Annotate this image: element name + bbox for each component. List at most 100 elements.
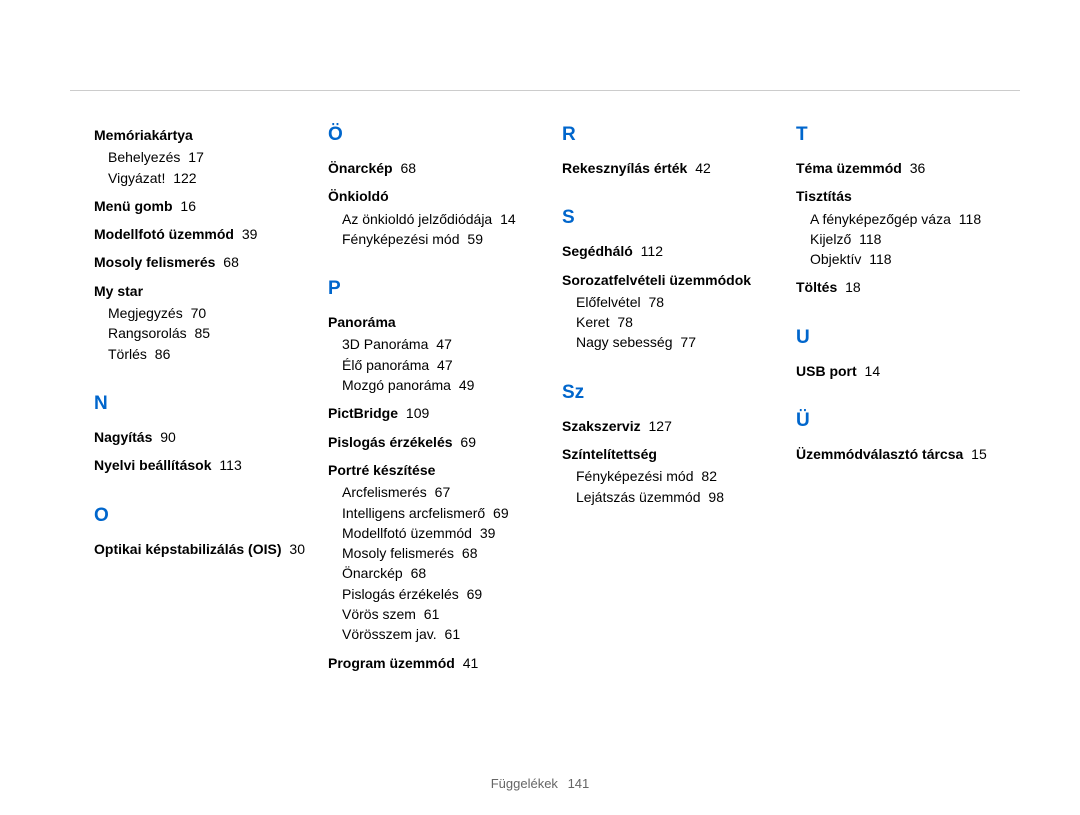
index-subentry: Vigyázat! 122 bbox=[108, 168, 318, 188]
index-subentries: Megjegyzés 70Rangsorolás 85Törlés 86 bbox=[108, 303, 318, 364]
section-letter: Ö bbox=[328, 125, 552, 144]
page-ref: 68 bbox=[407, 565, 426, 581]
page-ref: 68 bbox=[397, 160, 416, 176]
page-ref: 36 bbox=[906, 160, 925, 176]
index-subentry: Fényképezési mód 59 bbox=[342, 229, 552, 249]
page-ref: 67 bbox=[431, 484, 450, 500]
page-ref: 112 bbox=[637, 243, 663, 259]
index-term: Tisztítás bbox=[796, 186, 1020, 206]
index-subentry: Rangsorolás 85 bbox=[108, 323, 318, 343]
page-ref: 42 bbox=[691, 160, 710, 176]
index-term: USB port 14 bbox=[796, 361, 1020, 381]
page-ref: 69 bbox=[457, 434, 476, 450]
page-ref: 61 bbox=[441, 626, 460, 642]
index-subentries: Fényképezési mód 82Lejátszás üzemmód 98 bbox=[576, 466, 786, 507]
page-footer: Függelékek 141 bbox=[0, 776, 1080, 791]
page-ref: 118 bbox=[855, 231, 881, 247]
index-term: Szakszerviz 127 bbox=[562, 416, 786, 436]
index-term: PictBridge 109 bbox=[328, 403, 552, 423]
index-subentry: Lejátszás üzemmód 98 bbox=[576, 487, 786, 507]
index-subentry: Mozgó panoráma 49 bbox=[342, 375, 552, 395]
page-ref: 118 bbox=[955, 211, 981, 227]
page-ref: 47 bbox=[432, 336, 451, 352]
index-term: Töltés 18 bbox=[796, 277, 1020, 297]
index-entry: My starMegjegyzés 70Rangsorolás 85Törlés… bbox=[94, 281, 318, 364]
top-rule bbox=[70, 90, 1020, 91]
page-ref: 85 bbox=[191, 325, 210, 341]
index-entry: SzíntelítettségFényképezési mód 82Lejáts… bbox=[562, 444, 786, 507]
index-subentries: Az önkioldó jelződiódája 14Fényképezési … bbox=[342, 209, 552, 250]
index-subentry: Pislogás érzékelés 69 bbox=[342, 584, 552, 604]
page-ref: 109 bbox=[402, 405, 429, 421]
index-term: Segédháló 112 bbox=[562, 241, 786, 261]
section-letter: N bbox=[94, 394, 318, 413]
page-ref: 59 bbox=[464, 231, 483, 247]
index-term: Önarckép 68 bbox=[328, 158, 552, 178]
index-term: Menü gomb 16 bbox=[94, 196, 318, 216]
index-term: My star bbox=[94, 281, 318, 301]
index-subentries: Behelyezés 17Vigyázat! 122 bbox=[108, 147, 318, 188]
page-ref: 69 bbox=[463, 586, 482, 602]
page-ref: 18 bbox=[841, 279, 860, 295]
page-ref: 118 bbox=[865, 251, 891, 267]
index-subentry: Az önkioldó jelződiódája 14 bbox=[342, 209, 552, 229]
section-letter: P bbox=[328, 279, 552, 298]
index-term: Panoráma bbox=[328, 312, 552, 332]
index-subentry: Modellfotó üzemmód 39 bbox=[342, 523, 552, 543]
page-ref: 68 bbox=[219, 254, 238, 270]
page-ref: 127 bbox=[645, 418, 672, 434]
index-term: Optikai képstabilizálás (OIS) 30 bbox=[94, 539, 318, 559]
index-entry: Téma üzemmód 36 bbox=[796, 158, 1020, 178]
index-subentries: Előfelvétel 78Keret 78Nagy sebesség 77 bbox=[576, 292, 786, 353]
page-ref: 14 bbox=[861, 363, 880, 379]
index-subentries: Arcfelismerés 67Intelligens arcfelismerő… bbox=[342, 482, 552, 644]
index-entry: Szakszerviz 127 bbox=[562, 416, 786, 436]
section-letter: U bbox=[796, 328, 1020, 347]
page-ref: 90 bbox=[156, 429, 175, 445]
index-entry: Töltés 18 bbox=[796, 277, 1020, 297]
index-subentry: Intelligens arcfelismerő 69 bbox=[342, 503, 552, 523]
index-subentry: Előfelvétel 78 bbox=[576, 292, 786, 312]
index-column: Ö Önarckép 68 Önkioldó Az önkioldó jelződió… bbox=[328, 125, 562, 681]
page-ref: 98 bbox=[705, 489, 724, 505]
index-entry: Üzemmódválasztó tárcsa 15 bbox=[796, 444, 1020, 464]
index-column: TTéma üzemmód 36TisztításA fényképezőgép… bbox=[796, 125, 1030, 681]
index-entry: Segédháló 112 bbox=[562, 241, 786, 261]
section-letter: Ü bbox=[796, 411, 1020, 430]
index-subentries: A fényképezőgép váza 118Kijelző 118Objek… bbox=[810, 209, 1020, 270]
index-entry: Nagyítás 90 bbox=[94, 427, 318, 447]
index-subentry: Mosoly felismerés 68 bbox=[342, 543, 552, 563]
page-ref: 39 bbox=[476, 525, 495, 541]
page-ref: 17 bbox=[184, 149, 203, 165]
index-subentry: Nagy sebesség 77 bbox=[576, 332, 786, 352]
index-entry: PictBridge 109 bbox=[328, 403, 552, 423]
page-ref: 122 bbox=[169, 170, 196, 186]
index-term: Önkioldó bbox=[328, 186, 552, 206]
index-entry: Optikai képstabilizálás (OIS) 30 bbox=[94, 539, 318, 559]
index-entry: Sorozatfelvételi üzemmódokElőfelvétel 78… bbox=[562, 270, 786, 353]
page-ref: 16 bbox=[177, 198, 196, 214]
index-term: Pislogás érzékelés 69 bbox=[328, 432, 552, 452]
index-entry: Önkioldó Az önkioldó jelződiódája 14Fényk… bbox=[328, 186, 552, 249]
index-term: Téma üzemmód 36 bbox=[796, 158, 1020, 178]
index-subentry: Vörös szem 61 bbox=[342, 604, 552, 624]
index-term: Program üzemmód 41 bbox=[328, 653, 552, 673]
index-subentry: Arcfelismerés 67 bbox=[342, 482, 552, 502]
page-ref: 78 bbox=[613, 314, 632, 330]
index-entry: MemóriakártyaBehelyezés 17Vigyázat! 122 bbox=[94, 125, 318, 188]
page-ref: 14 bbox=[496, 211, 515, 227]
index-subentry: Vörösszem jav. 61 bbox=[342, 624, 552, 644]
page-ref: 61 bbox=[420, 606, 439, 622]
index-entry: Pislogás érzékelés 69 bbox=[328, 432, 552, 452]
index-column: RRekesznyílás érték 42SSegédháló 112Soro… bbox=[562, 125, 796, 681]
footer-label: Függelékek bbox=[491, 776, 558, 791]
index-entry: Önarckép 68 bbox=[328, 158, 552, 178]
page-ref: 41 bbox=[459, 655, 478, 671]
index-entry: Panoráma3D Panoráma 47Élő panoráma 47Moz… bbox=[328, 312, 552, 395]
page-ref: 68 bbox=[458, 545, 477, 561]
index-subentry: Önarckép 68 bbox=[342, 563, 552, 583]
index-term: Színtelítettség bbox=[562, 444, 786, 464]
footer-page: 141 bbox=[568, 776, 590, 791]
section-letter: S bbox=[562, 208, 786, 227]
section-letter: O bbox=[94, 506, 318, 525]
